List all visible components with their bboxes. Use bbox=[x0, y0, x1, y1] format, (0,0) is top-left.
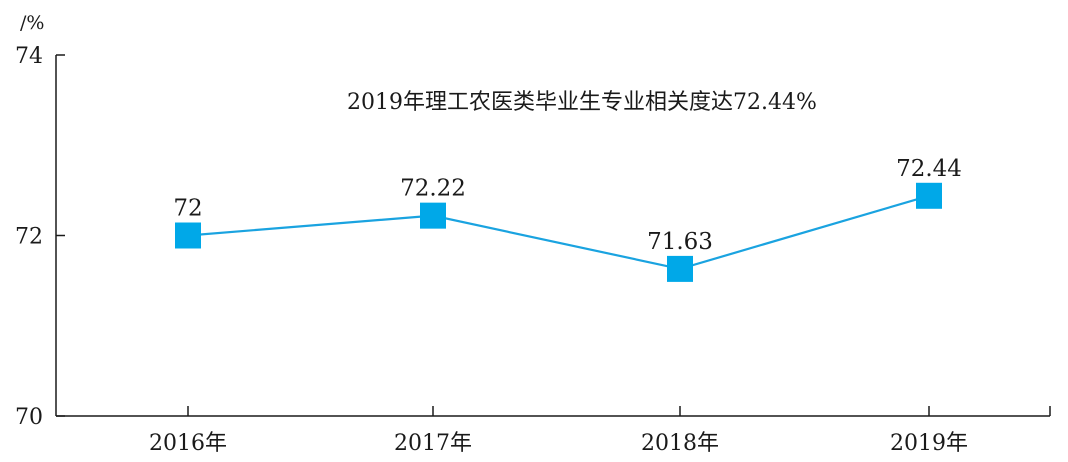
x-tick-label: 2016年 bbox=[149, 431, 227, 456]
data-label: 72 bbox=[173, 196, 202, 222]
chart-title: 2019年理工农医类毕业生专业相关度达72.44% bbox=[347, 90, 817, 115]
data-label: 71.63 bbox=[647, 229, 713, 255]
y-tick-label: 72 bbox=[15, 225, 43, 250]
x-tick-label: 2017年 bbox=[394, 431, 472, 456]
axes: 70 72 74 2016年 2017年 2018年 2019年 bbox=[15, 44, 1051, 456]
y-tick-label: 74 bbox=[15, 44, 43, 69]
data-label: 72.22 bbox=[400, 176, 466, 202]
series-layer: 72 72.22 71.63 72.44 bbox=[173, 156, 962, 282]
y-axis-unit-label: /% bbox=[20, 12, 44, 34]
data-point-marker bbox=[667, 255, 693, 282]
series-line bbox=[187, 194, 930, 271]
data-point-marker bbox=[420, 202, 446, 229]
x-tick-label: 2019年 bbox=[890, 431, 968, 456]
data-point-marker bbox=[175, 222, 201, 249]
y-tick-label: 70 bbox=[15, 405, 43, 430]
x-tick-label: 2018年 bbox=[641, 431, 719, 456]
data-label: 72.44 bbox=[896, 156, 962, 182]
data-point-marker bbox=[916, 182, 942, 209]
